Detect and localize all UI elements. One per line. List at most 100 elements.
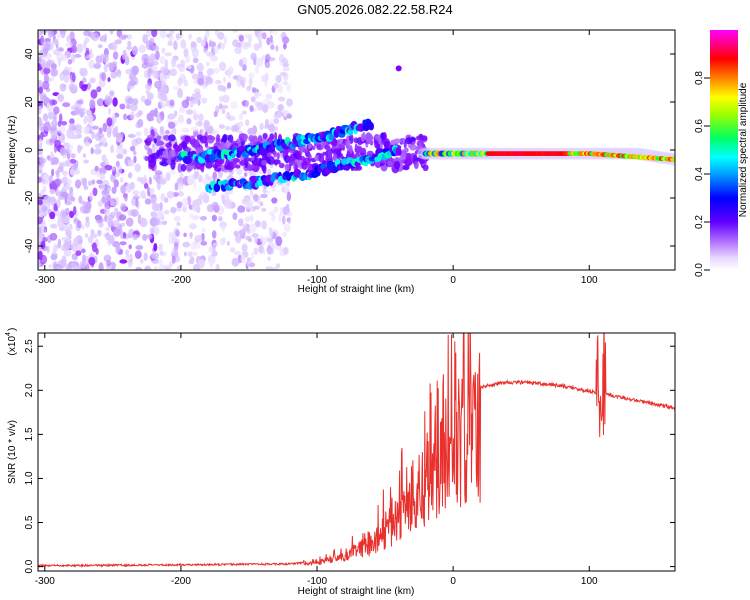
noise-blob (109, 90, 115, 97)
x-tick-label: -200 (171, 576, 191, 587)
noise-blob (135, 245, 144, 250)
noise-blob (63, 142, 67, 147)
band-blob (340, 142, 344, 149)
noise-blob (125, 254, 133, 261)
noise-blob (230, 247, 236, 253)
noise-blob (61, 261, 67, 267)
colorbar-tick-label: 0.4 (694, 167, 705, 181)
noise-blob (177, 88, 184, 99)
noise-blob (122, 232, 127, 239)
noise-blob (90, 233, 98, 239)
noise-blob (221, 94, 230, 103)
noise-blob (159, 72, 165, 82)
noise-blob (194, 234, 203, 243)
noise-blob (88, 256, 96, 266)
noise-blob (189, 232, 193, 239)
band-blob (318, 153, 325, 163)
noise-blob (239, 76, 246, 84)
band-blob (387, 160, 393, 168)
noise-blob (126, 34, 133, 40)
noise-blob (55, 171, 60, 179)
noise-blob (126, 97, 135, 104)
noise-blob (148, 176, 152, 185)
noise-blob (211, 230, 217, 239)
noise-blob (86, 114, 94, 123)
noise-blob (97, 44, 103, 49)
noise-blob (155, 50, 160, 61)
noise-blob (101, 154, 107, 162)
noise-blob (85, 233, 89, 239)
band-blob (403, 141, 407, 149)
noise-blob (63, 66, 69, 76)
noise-blob (110, 71, 118, 79)
noise-blob (108, 234, 115, 245)
x-tick-label: 100 (581, 576, 598, 587)
noise-blob (52, 49, 60, 56)
noise-blob (128, 263, 133, 268)
noise-blob (116, 30, 123, 38)
noise-blob (238, 113, 244, 120)
noise-blob (67, 59, 73, 65)
noise-blob (265, 266, 273, 270)
noise-blob (196, 62, 204, 73)
noise-blob (243, 42, 252, 48)
band-blob (405, 157, 413, 166)
noise-blob (281, 57, 288, 67)
noise-blob (185, 109, 194, 115)
noise-blob (192, 215, 200, 220)
noise-blob (175, 229, 180, 237)
noise-blob (286, 83, 292, 92)
noise-blob (265, 93, 273, 100)
band-blob (278, 162, 285, 169)
noise-blob (277, 104, 284, 112)
noise-blob (98, 127, 103, 135)
noise-blob (165, 99, 170, 107)
noise-blob (130, 145, 136, 152)
noise-blob (171, 255, 176, 264)
band-blob (222, 133, 228, 143)
noise-blob (137, 118, 144, 128)
noise-blob (261, 220, 267, 230)
noise-blob (132, 233, 138, 241)
noise-blob (277, 96, 286, 102)
noise-blob (112, 61, 118, 67)
noise-blob (286, 113, 293, 119)
x-tick-label: -100 (307, 576, 327, 587)
noise-blob (158, 243, 163, 252)
noise-blob (120, 230, 125, 240)
noise-blob (106, 260, 112, 267)
band-blob (303, 157, 311, 166)
noise-blob (165, 129, 170, 135)
noise-blob (105, 232, 111, 241)
band-blob (274, 159, 278, 166)
noise-blob (271, 186, 276, 192)
noise-blob (149, 227, 155, 235)
noise-blob (250, 214, 254, 223)
x-tick-label: 0 (450, 275, 456, 286)
noise-blob (196, 36, 202, 44)
noise-blob (101, 34, 105, 42)
branch-blob (239, 145, 245, 152)
noise-blob (76, 43, 84, 53)
noise-blob (39, 254, 48, 265)
noise-blob (132, 45, 138, 56)
chart-title: GN05.2026.082.22.58.R24 (297, 2, 453, 17)
noise-blob (126, 45, 133, 51)
noise-blob (59, 83, 67, 92)
noise-blob (261, 74, 269, 83)
noise-blob (145, 82, 152, 90)
noise-blob (144, 265, 152, 270)
noise-blob (114, 125, 119, 132)
noise-blob (200, 240, 208, 246)
band-blob (180, 163, 187, 172)
band-blob (247, 164, 256, 169)
noise-blob (88, 59, 95, 69)
noise-blob (186, 195, 192, 206)
noise-blob (193, 171, 198, 180)
noise-blob (72, 237, 79, 247)
noise-blob (268, 210, 275, 217)
snr-xlabel: Height of straight line (km) (298, 586, 415, 597)
noise-blob (129, 103, 138, 112)
colorbar-tick-label: 0.0 (694, 263, 705, 277)
noise-blob (85, 47, 90, 53)
